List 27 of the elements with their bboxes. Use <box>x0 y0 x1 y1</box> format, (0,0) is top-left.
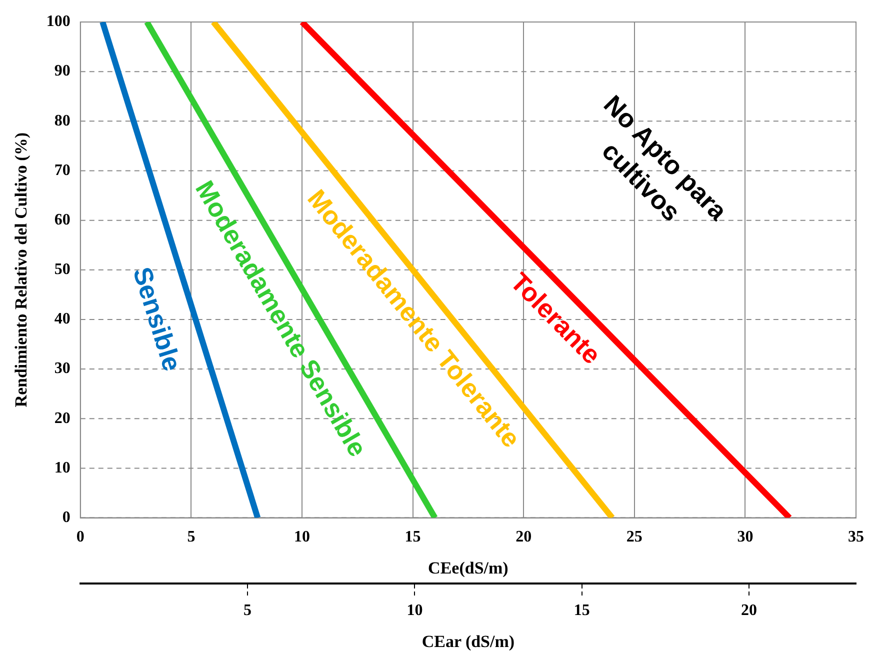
x-tick-label: 0 <box>76 528 84 546</box>
y-tick-label: 20 <box>54 410 70 427</box>
x-tick-label: 20 <box>516 528 532 546</box>
x-axis-title: CEe(dS/m) <box>428 558 508 578</box>
x2-axis-title: CEar (dS/m) <box>422 632 515 652</box>
text: Sensible <box>127 263 188 374</box>
x-tick-label: 10 <box>294 528 310 546</box>
y-tick-label: 90 <box>54 62 70 80</box>
x2-tick-label: 10 <box>406 602 423 620</box>
y-tick-label: 0 <box>62 508 70 526</box>
y-tick-label: 70 <box>54 162 70 179</box>
y-tick-label: 80 <box>54 112 70 130</box>
x2-tick-label: 5 <box>244 602 252 620</box>
y-tick-label: 30 <box>54 360 70 378</box>
x-tick-label: 15 <box>404 528 421 546</box>
y-tick-label: 40 <box>54 310 70 328</box>
x-tick-label: 5 <box>187 528 196 546</box>
x-tick-label: 30 <box>737 528 754 546</box>
x-tick-label: 25 <box>626 528 642 546</box>
x2-tick-label: 15 <box>574 602 590 620</box>
y-tick-label: 10 <box>54 459 70 476</box>
x-tick-label: 35 <box>848 528 864 546</box>
y-tick-label: 50 <box>54 261 70 278</box>
x2-tick-label: 20 <box>741 602 758 620</box>
y-tick-label: 100 <box>46 13 70 30</box>
y-axis-title: Rendimiento Relativo del Cultivo (%) <box>12 132 31 408</box>
y-tick-label: 60 <box>54 211 70 228</box>
